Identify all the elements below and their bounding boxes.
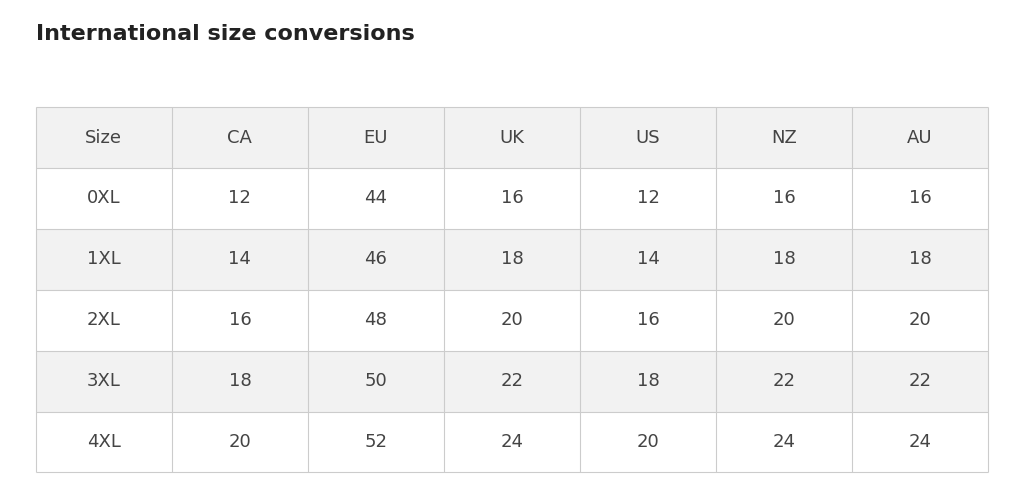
Text: 18: 18: [908, 250, 932, 268]
Text: 50: 50: [365, 372, 387, 390]
Bar: [444, 351, 580, 412]
Bar: [852, 412, 988, 472]
Text: 14: 14: [228, 250, 251, 268]
Bar: [716, 351, 852, 412]
Bar: [852, 107, 988, 168]
Bar: [36, 290, 172, 351]
Bar: [716, 229, 852, 290]
Bar: [172, 107, 308, 168]
Text: US: US: [636, 129, 660, 147]
Text: 18: 18: [501, 250, 523, 268]
Text: 24: 24: [772, 433, 796, 451]
Bar: [580, 107, 716, 168]
Bar: [716, 412, 852, 472]
Text: 22: 22: [501, 372, 523, 390]
Text: NZ: NZ: [771, 129, 797, 147]
Bar: [716, 107, 852, 168]
Text: 20: 20: [501, 311, 523, 329]
Bar: [716, 290, 852, 351]
Bar: [852, 229, 988, 290]
Text: 16: 16: [228, 311, 251, 329]
Bar: [580, 412, 716, 472]
Text: 3XL: 3XL: [87, 372, 121, 390]
Text: 0XL: 0XL: [87, 189, 121, 207]
Bar: [36, 168, 172, 229]
Text: 16: 16: [637, 311, 659, 329]
Text: 20: 20: [637, 433, 659, 451]
Text: 20: 20: [228, 433, 251, 451]
Bar: [172, 168, 308, 229]
Text: 16: 16: [908, 189, 932, 207]
Text: 48: 48: [365, 311, 387, 329]
Bar: [852, 351, 988, 412]
Bar: [36, 107, 172, 168]
Bar: [308, 351, 444, 412]
Text: 1XL: 1XL: [87, 250, 121, 268]
Text: CA: CA: [227, 129, 252, 147]
Text: 44: 44: [365, 189, 387, 207]
Bar: [444, 290, 580, 351]
Bar: [172, 351, 308, 412]
Bar: [308, 229, 444, 290]
Text: 24: 24: [908, 433, 932, 451]
Bar: [580, 351, 716, 412]
Bar: [308, 107, 444, 168]
Text: 4XL: 4XL: [87, 433, 121, 451]
Bar: [444, 168, 580, 229]
Text: EU: EU: [364, 129, 388, 147]
Text: International size conversions: International size conversions: [36, 24, 415, 44]
Text: UK: UK: [500, 129, 524, 147]
Bar: [716, 168, 852, 229]
Text: 2XL: 2XL: [87, 311, 121, 329]
Text: 14: 14: [637, 250, 659, 268]
Bar: [36, 229, 172, 290]
Bar: [852, 168, 988, 229]
Text: 16: 16: [773, 189, 796, 207]
Bar: [444, 107, 580, 168]
Bar: [444, 229, 580, 290]
Text: Size: Size: [85, 129, 122, 147]
Text: 18: 18: [637, 372, 659, 390]
Text: 20: 20: [773, 311, 796, 329]
Text: 52: 52: [365, 433, 387, 451]
Bar: [852, 290, 988, 351]
Text: 22: 22: [772, 372, 796, 390]
Text: 12: 12: [228, 189, 251, 207]
Text: 20: 20: [908, 311, 932, 329]
Bar: [308, 412, 444, 472]
Text: 16: 16: [501, 189, 523, 207]
Text: 24: 24: [501, 433, 523, 451]
Bar: [580, 229, 716, 290]
Bar: [36, 351, 172, 412]
Text: 46: 46: [365, 250, 387, 268]
Text: AU: AU: [907, 129, 933, 147]
Bar: [172, 229, 308, 290]
Bar: [580, 290, 716, 351]
Bar: [580, 168, 716, 229]
Bar: [444, 412, 580, 472]
Bar: [308, 290, 444, 351]
Bar: [172, 290, 308, 351]
Text: 18: 18: [773, 250, 796, 268]
Text: 12: 12: [637, 189, 659, 207]
Bar: [36, 412, 172, 472]
Bar: [172, 412, 308, 472]
Bar: [308, 168, 444, 229]
Text: 18: 18: [228, 372, 251, 390]
Text: 22: 22: [908, 372, 932, 390]
